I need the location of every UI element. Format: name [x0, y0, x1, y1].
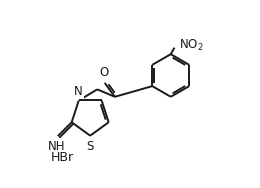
Text: NO$_2$: NO$_2$ — [179, 38, 204, 53]
Text: NH: NH — [48, 140, 66, 153]
Text: HBr: HBr — [50, 151, 74, 164]
Text: S: S — [87, 140, 94, 153]
Text: O: O — [99, 66, 108, 79]
Text: N: N — [73, 85, 82, 98]
